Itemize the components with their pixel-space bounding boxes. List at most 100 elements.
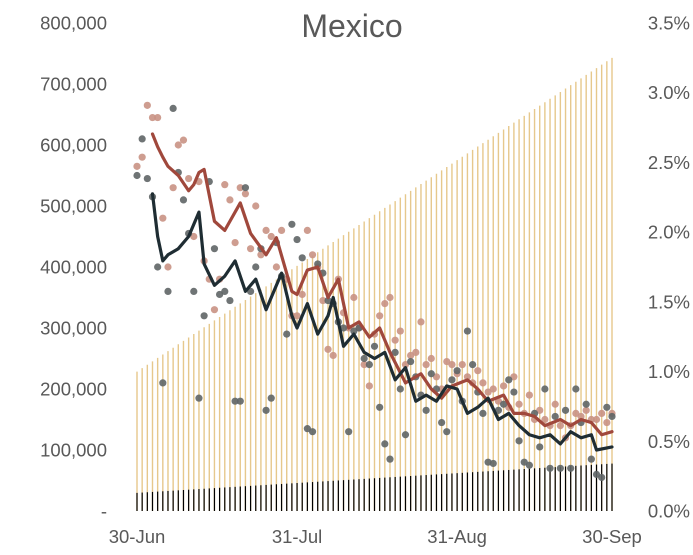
point-2020-09-24 bbox=[577, 412, 585, 421]
point-2020-07-01 bbox=[138, 153, 146, 161]
point-2020-07-15 bbox=[210, 245, 219, 253]
point-2020-09-29 bbox=[603, 403, 611, 411]
point-2020-07-17 bbox=[221, 181, 229, 189]
point-2020-09-27 bbox=[592, 415, 601, 424]
point-2020-08-16 bbox=[376, 312, 384, 320]
point-2020-08-20 bbox=[396, 385, 404, 393]
y-right-tick-label: 0.5% bbox=[648, 431, 690, 452]
point-2020-09-29 bbox=[603, 418, 611, 427]
y-left-tick-label: 800,000 bbox=[40, 13, 107, 34]
point-2020-07-20 bbox=[236, 397, 244, 405]
point-2020-08-28 bbox=[438, 418, 446, 427]
point-2020-07-12 bbox=[195, 394, 203, 402]
point-2020-07-07 bbox=[169, 184, 177, 192]
point-2020-09-01 bbox=[458, 361, 466, 369]
point-2020-08-23 bbox=[412, 348, 420, 356]
y-right-tick-label: 1.5% bbox=[648, 291, 690, 312]
point-2020-08-21 bbox=[401, 431, 410, 439]
point-2020-07-01 bbox=[138, 135, 146, 143]
y-right-tick-label: 3.0% bbox=[648, 82, 690, 103]
point-2020-07-29 bbox=[283, 330, 291, 338]
point-2020-08-20 bbox=[396, 327, 404, 335]
point-2020-08-25 bbox=[422, 406, 430, 414]
point-2020-08-22 bbox=[407, 357, 415, 366]
point-2020-09-09 bbox=[499, 382, 508, 390]
point-2020-09-12 bbox=[515, 437, 523, 445]
point-2020-09-05 bbox=[479, 379, 487, 387]
x-axis: 30-Jun 31-Jul 31-Aug 30-Sep bbox=[109, 526, 642, 547]
x-tick-label: 31-Aug bbox=[427, 526, 487, 547]
point-2020-09-16 bbox=[536, 443, 544, 451]
point-2020-07-13 bbox=[200, 312, 208, 320]
point-2020-07-04 bbox=[154, 263, 162, 271]
point-2020-07-17 bbox=[221, 287, 229, 295]
point-2020-06-30 bbox=[133, 171, 141, 180]
point-2020-08-07 bbox=[329, 351, 337, 360]
point-2020-08-17 bbox=[381, 440, 389, 448]
point-2020-09-07 bbox=[489, 385, 497, 393]
point-2020-07-24 bbox=[257, 251, 265, 259]
point-2020-07-23 bbox=[252, 263, 260, 271]
point-2020-08-30 bbox=[448, 361, 456, 369]
point-2020-09-07 bbox=[489, 459, 497, 468]
point-2020-09-14 bbox=[525, 461, 533, 469]
point-2020-09-20 bbox=[556, 464, 564, 472]
point-2020-09-10 bbox=[505, 376, 513, 384]
y-left-tick-label: 500,000 bbox=[40, 196, 107, 217]
line-series-dark bbox=[150, 192, 614, 452]
point-2020-08-24 bbox=[417, 318, 425, 326]
y-left-tick-label: - bbox=[101, 501, 107, 522]
point-2020-07-21 bbox=[241, 190, 250, 198]
point-2020-07-31 bbox=[293, 312, 301, 320]
point-2020-08-17 bbox=[381, 300, 389, 308]
point-2020-09-28 bbox=[598, 473, 606, 482]
point-2020-08-13 bbox=[360, 354, 368, 363]
point-2020-08-18 bbox=[386, 293, 394, 302]
point-2020-09-26 bbox=[587, 455, 595, 463]
point-2020-08-16 bbox=[376, 403, 384, 411]
point-2020-09-03 bbox=[469, 361, 477, 369]
point-2020-07-28 bbox=[277, 226, 286, 234]
point-2020-09-21 bbox=[561, 406, 570, 414]
point-2020-09-20 bbox=[556, 422, 564, 430]
line-series-red bbox=[150, 132, 614, 437]
point-2020-09-17 bbox=[541, 415, 549, 424]
y-left-tick-label: 300,000 bbox=[40, 318, 107, 339]
point-2020-07-06 bbox=[164, 287, 172, 295]
point-2020-09-19 bbox=[551, 412, 559, 421]
line-series bbox=[150, 132, 614, 452]
point-2020-09-02 bbox=[463, 373, 472, 381]
point-2020-09-30 bbox=[608, 412, 616, 421]
point-2020-09-04 bbox=[474, 367, 482, 375]
y-right-tick-label: 0.0% bbox=[648, 501, 690, 522]
y-axis-left: - 100,000 200,000 300,000 400,000 500,000 600,… bbox=[40, 13, 107, 522]
point-2020-09-25 bbox=[582, 406, 590, 414]
point-2020-07-25 bbox=[262, 406, 270, 414]
x-tick-label: 30-Sep bbox=[582, 526, 642, 547]
y-left-tick-label: 200,000 bbox=[40, 379, 107, 400]
point-2020-09-17 bbox=[541, 385, 549, 393]
point-2020-07-19 bbox=[231, 397, 239, 405]
chart-title: Mexico bbox=[301, 8, 402, 44]
y-right-tick-label: 1.0% bbox=[648, 361, 690, 382]
point-2020-07-23 bbox=[252, 202, 260, 210]
point-2020-07-05 bbox=[159, 379, 167, 387]
y-right-tick-label: 2.5% bbox=[648, 152, 690, 173]
point-2020-07-02 bbox=[143, 174, 151, 183]
point-2020-07-21 bbox=[241, 184, 250, 192]
y-left-tick-label: 100,000 bbox=[40, 440, 107, 461]
bars-series-orange bbox=[136, 57, 613, 511]
point-2020-07-18 bbox=[226, 196, 234, 204]
point-2020-08-26 bbox=[427, 370, 435, 378]
point-2020-07-22 bbox=[246, 245, 255, 253]
point-2020-08-11 bbox=[350, 293, 358, 302]
point-2020-07-11 bbox=[190, 287, 198, 295]
point-2020-08-06 bbox=[324, 345, 332, 353]
point-2020-09-11 bbox=[510, 388, 518, 396]
point-2020-08-31 bbox=[453, 367, 461, 375]
point-2020-08-14 bbox=[365, 361, 373, 369]
y-axis-right: 0.0% 0.5% 1.0% 1.5% 2.0% 2.5% 3.0% 3.5% bbox=[648, 13, 690, 522]
point-2020-07-20 bbox=[236, 184, 244, 192]
point-2020-08-25 bbox=[422, 361, 430, 369]
